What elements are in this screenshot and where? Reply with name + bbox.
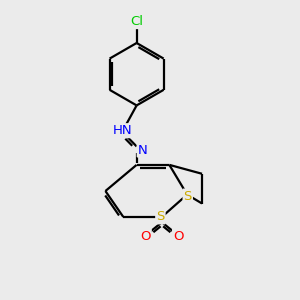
Text: Cl: Cl [130,15,143,28]
Text: N: N [138,143,147,157]
Text: O: O [140,230,151,243]
Text: O: O [173,230,184,243]
Text: HN: HN [112,124,132,137]
Text: S: S [156,210,165,224]
Text: S: S [184,190,192,202]
